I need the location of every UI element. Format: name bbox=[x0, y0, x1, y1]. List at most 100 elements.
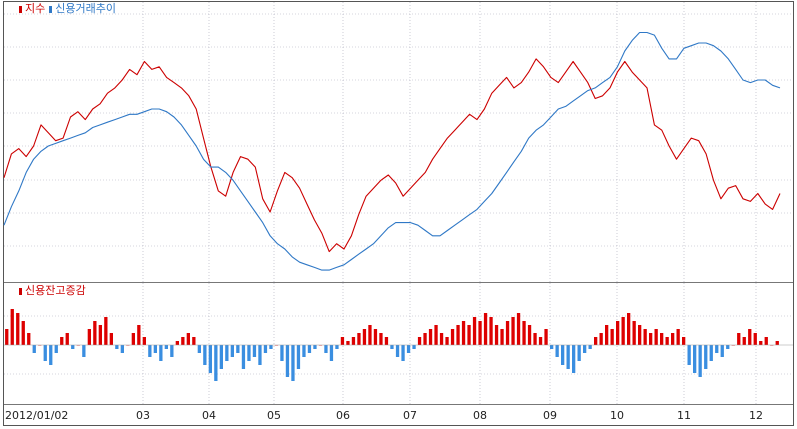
balance-bar bbox=[572, 345, 576, 373]
balance-bar bbox=[153, 345, 157, 353]
balance-bar bbox=[142, 337, 146, 345]
balance-bar bbox=[32, 345, 36, 353]
balance-bar bbox=[335, 345, 339, 349]
balance-bar bbox=[621, 317, 625, 345]
balance-bar bbox=[379, 333, 383, 345]
balance-bar bbox=[561, 345, 565, 365]
balance-bar bbox=[280, 345, 284, 361]
balance-bar bbox=[649, 333, 653, 345]
balance-bar bbox=[775, 341, 779, 345]
balance-bar bbox=[10, 309, 14, 345]
x-tick-label: 06 bbox=[336, 409, 350, 422]
balance-bar bbox=[148, 345, 152, 357]
balance-bar bbox=[390, 345, 394, 349]
balance-bar bbox=[192, 337, 196, 345]
x-tick-label: 09 bbox=[543, 409, 557, 422]
lower-legend: 신용잔고증감 bbox=[19, 285, 86, 297]
balance-bar bbox=[627, 313, 631, 345]
x-tick-label: 2012/01/02 bbox=[5, 409, 69, 422]
balance-bar bbox=[500, 329, 504, 345]
balance-bar bbox=[704, 345, 708, 369]
balance-bar bbox=[489, 317, 493, 345]
balance-bar bbox=[594, 337, 598, 345]
balance-bar bbox=[395, 345, 400, 357]
balance-bar bbox=[263, 345, 268, 353]
balance-bar bbox=[478, 321, 482, 345]
balance-bar bbox=[566, 345, 570, 369]
legend-swatch-credit bbox=[49, 5, 53, 13]
balance-bar bbox=[406, 345, 411, 353]
balance-bar bbox=[638, 325, 642, 345]
balance-bar bbox=[401, 345, 405, 361]
balance-bar bbox=[742, 337, 746, 345]
balance-bar bbox=[555, 345, 559, 357]
balance-bar bbox=[98, 325, 102, 345]
balance-bar bbox=[302, 345, 306, 357]
balance-bar bbox=[159, 345, 163, 361]
bar-series bbox=[5, 309, 779, 381]
balance-bar bbox=[544, 329, 548, 345]
x-tick-label: 07 bbox=[403, 409, 417, 422]
balance-bar bbox=[296, 345, 301, 369]
balance-bar bbox=[247, 345, 251, 361]
credit-trend-line bbox=[3, 31, 781, 271]
index-line bbox=[3, 58, 781, 253]
balance-bar bbox=[467, 325, 471, 345]
balance-bar bbox=[550, 345, 554, 349]
balance-bar bbox=[588, 345, 592, 349]
balance-bar bbox=[27, 333, 31, 345]
legend-swatch-index bbox=[19, 5, 22, 13]
legend-swatch-balance bbox=[19, 287, 22, 295]
balance-bar bbox=[186, 333, 190, 345]
x-tick-label: 05 bbox=[267, 409, 281, 422]
balance-bar bbox=[214, 345, 218, 381]
balance-bar bbox=[577, 345, 581, 361]
balance-bar bbox=[340, 337, 345, 345]
x-tick-label: 08 bbox=[473, 409, 487, 422]
balance-bar bbox=[456, 325, 460, 345]
balance-bar bbox=[583, 345, 587, 353]
balance-bar bbox=[759, 341, 763, 345]
legend-label-balance: 신용잔고증감 bbox=[25, 284, 86, 297]
balance-bar bbox=[660, 333, 664, 345]
balance-bar bbox=[357, 333, 361, 345]
balance-bar bbox=[527, 325, 532, 345]
balance-bar bbox=[605, 325, 609, 345]
balance-bar bbox=[643, 329, 647, 345]
balance-bar bbox=[115, 345, 119, 349]
balance-bar bbox=[682, 337, 686, 345]
balance-bar bbox=[368, 325, 372, 345]
balance-bar bbox=[313, 345, 317, 349]
balance-bar bbox=[120, 345, 124, 353]
balance-bar bbox=[49, 345, 53, 365]
balance-bar bbox=[665, 337, 669, 345]
balance-bar bbox=[687, 345, 691, 365]
balance-bar bbox=[505, 321, 510, 345]
balance-bar bbox=[538, 337, 543, 345]
balance-bar bbox=[516, 313, 521, 345]
balance-bar bbox=[654, 329, 658, 345]
line-series bbox=[3, 31, 781, 271]
balance-bar bbox=[439, 333, 444, 345]
x-tick-label: 12 bbox=[749, 409, 763, 422]
balance-bar bbox=[208, 345, 212, 373]
balance-bar bbox=[384, 337, 389, 345]
balance-bar bbox=[671, 333, 675, 345]
balance-bar bbox=[43, 345, 47, 361]
balance-bar bbox=[494, 325, 499, 345]
x-tick-label: 10 bbox=[610, 409, 624, 422]
balance-bar bbox=[461, 321, 466, 345]
balance-bar bbox=[610, 329, 614, 345]
balance-bar bbox=[307, 345, 312, 353]
balance-bar bbox=[71, 345, 75, 349]
balance-bar bbox=[632, 321, 636, 345]
balance-bar bbox=[434, 325, 438, 345]
balance-bar bbox=[616, 321, 620, 345]
balance-bar bbox=[698, 345, 702, 377]
balance-bar bbox=[93, 321, 97, 345]
balance-bar bbox=[203, 345, 207, 365]
balance-bar bbox=[715, 345, 719, 353]
balance-bar bbox=[748, 329, 752, 345]
balance-bar bbox=[241, 345, 246, 369]
balance-bar bbox=[324, 345, 328, 353]
